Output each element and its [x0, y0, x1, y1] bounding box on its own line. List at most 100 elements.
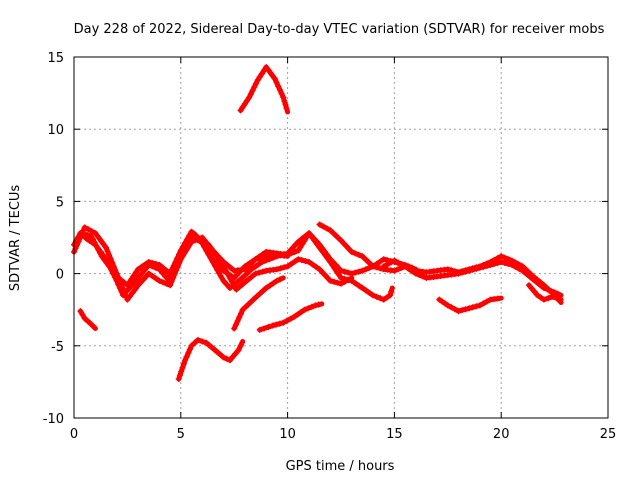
series-sat-f — [380, 253, 564, 305]
data-point — [180, 361, 187, 367]
data-point — [220, 277, 227, 284]
data-point — [149, 273, 156, 279]
data-point — [315, 301, 322, 308]
data-point — [451, 268, 458, 275]
data-point — [81, 315, 88, 322]
data-point — [276, 320, 283, 327]
data-point — [98, 253, 105, 260]
y-tick-label: 10 — [47, 123, 64, 138]
data-point — [459, 307, 465, 314]
data-point — [259, 251, 266, 258]
data-point — [444, 302, 451, 309]
y-tick-label: 15 — [47, 51, 64, 66]
data-point — [273, 266, 280, 273]
data-point — [298, 309, 305, 316]
data-point — [373, 293, 380, 300]
data-point — [534, 292, 541, 299]
data-point — [338, 280, 344, 287]
data-point — [270, 254, 277, 261]
data-point — [251, 263, 258, 270]
data-point — [341, 268, 348, 275]
data-point — [126, 279, 133, 285]
data-point — [120, 279, 127, 286]
data-point — [208, 245, 215, 252]
data-point — [100, 241, 107, 247]
data-point — [85, 226, 92, 233]
data-point — [306, 259, 312, 265]
data-point — [232, 350, 239, 357]
data-point — [251, 84, 258, 90]
data-point — [167, 282, 174, 289]
data-point — [553, 295, 560, 302]
data-point — [79, 311, 86, 318]
data-point — [388, 288, 395, 295]
data-point — [494, 295, 501, 302]
data-point — [248, 266, 255, 273]
data-point — [92, 230, 99, 237]
data-point — [135, 274, 142, 281]
data-point — [84, 318, 91, 325]
data-point — [220, 263, 227, 270]
data-point — [90, 323, 97, 330]
data-point — [88, 228, 95, 235]
data-point — [455, 308, 462, 315]
data-point — [220, 354, 227, 361]
data-point — [113, 273, 120, 280]
data-point — [237, 342, 244, 349]
data-point — [231, 282, 238, 289]
data-point — [205, 241, 212, 248]
data-point — [537, 279, 544, 286]
data-point — [132, 285, 139, 292]
data-point — [124, 282, 131, 289]
data-point — [533, 276, 540, 283]
data-point — [223, 281, 230, 288]
data-point — [473, 264, 480, 271]
data-point — [345, 269, 352, 276]
data-point — [295, 247, 302, 254]
data-point — [370, 292, 376, 299]
data-point — [95, 233, 101, 240]
data-point — [275, 83, 282, 90]
data-point — [108, 266, 115, 273]
data-point — [373, 264, 380, 271]
data-point — [462, 267, 469, 274]
data-point — [329, 262, 336, 269]
data-point — [226, 357, 233, 364]
data-point — [176, 372, 183, 379]
x-axis-label: GPS time / hours — [286, 459, 395, 474]
data-point — [352, 269, 359, 276]
data-point — [97, 249, 103, 256]
data-point — [199, 338, 206, 345]
data-point — [172, 259, 179, 265]
data-point — [246, 94, 253, 101]
series-sat-g — [526, 282, 564, 303]
data-point — [205, 251, 212, 258]
data-point — [459, 268, 465, 275]
data-point — [346, 246, 352, 253]
data-point — [469, 265, 476, 272]
data-point — [294, 311, 301, 318]
data-point — [263, 285, 270, 291]
data-point — [218, 274, 225, 281]
data-point — [281, 264, 287, 271]
data-point — [444, 266, 451, 273]
data-point — [212, 262, 218, 269]
data-point — [191, 339, 198, 346]
data-point — [291, 248, 298, 255]
data-point — [531, 288, 538, 295]
data-point — [491, 257, 498, 264]
data-point — [287, 315, 294, 322]
data-point — [235, 347, 242, 354]
data-point — [226, 285, 233, 291]
data-point — [256, 269, 263, 276]
data-point — [301, 306, 308, 313]
plot-frame — [73, 56, 609, 419]
data-point — [214, 266, 221, 273]
data-point — [152, 275, 159, 282]
data-point — [330, 278, 337, 285]
data-point — [260, 287, 266, 294]
data-point — [106, 263, 113, 270]
data-point — [253, 80, 259, 87]
data-point — [528, 285, 535, 292]
data-point — [103, 260, 110, 266]
